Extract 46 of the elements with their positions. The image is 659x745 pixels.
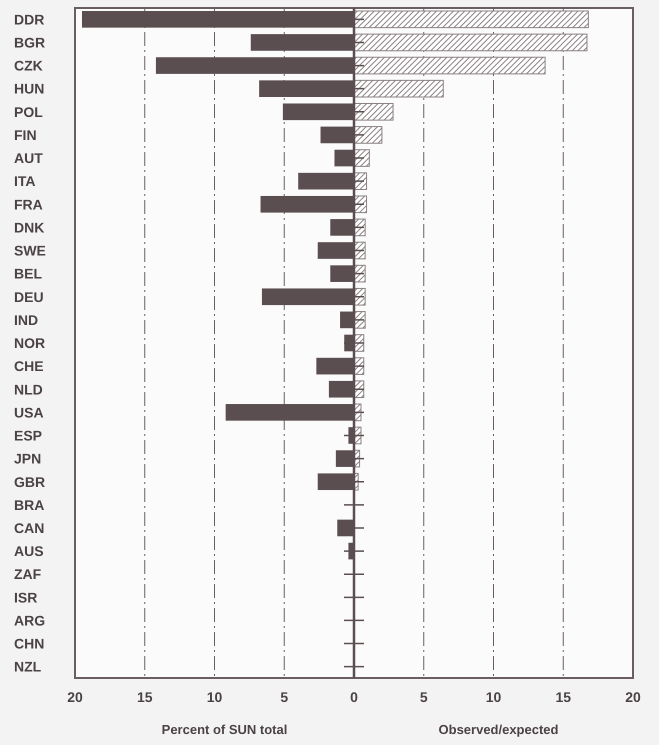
y-tick-label: SWE [14, 242, 46, 259]
y-tick-label: FIN [14, 126, 37, 143]
y-tick-label: CAN [14, 520, 44, 536]
y-tick-label: ESP [14, 428, 42, 444]
y-tick-label: ISR [14, 589, 38, 606]
y-tick-label: JPN [14, 450, 42, 467]
x-axis-title: Percent of SUN total [162, 722, 288, 737]
y-tick-label: ITA [14, 173, 36, 190]
x-tick-label: 5 [420, 689, 428, 705]
y-tick-label: NLD [14, 381, 43, 398]
y-tick-label: AUS [14, 543, 44, 560]
x-tick-label: 0 [350, 689, 358, 705]
y-tick-label: CZK [14, 58, 43, 74]
y-tick-label: ARG [14, 612, 46, 628]
x-tick-label: 5 [280, 689, 288, 705]
y-tick-label: NZL [14, 658, 42, 675]
x-tick-label: 20 [67, 689, 83, 705]
y-tick-label: BGR [14, 34, 46, 50]
x-tick-label: 10 [486, 689, 502, 705]
bar [354, 80, 444, 98]
y-tick-label: IND [14, 312, 38, 328]
y-tick-label: FRA [14, 196, 43, 212]
x-tick-label: 15 [136, 689, 153, 705]
y-tick-label: AUT [14, 150, 44, 166]
y-tick-label: DEU [14, 288, 44, 305]
y-tick-label: ZAF [14, 566, 42, 582]
y-tick-label: USA [14, 404, 44, 420]
y-tick-label: CHN [14, 636, 44, 652]
y-tick-label: NOR [14, 335, 46, 352]
bar [354, 10, 589, 28]
y-tick-label: CHE [14, 358, 44, 374]
x-tick-label: 10 [206, 689, 222, 705]
bar [354, 126, 382, 144]
y-tick-label: HUN [14, 80, 44, 97]
y-tick-label: BEL [14, 266, 42, 282]
y-tick-label: DNK [14, 219, 44, 236]
y-tick-label: DDR [14, 11, 44, 28]
y-tick-label: BRA [14, 496, 44, 513]
bar [354, 34, 588, 52]
y-tick-label: POL [14, 104, 44, 120]
text: Observed/expected [438, 722, 559, 737]
bar [354, 56, 546, 74]
bar [354, 102, 394, 121]
x-tick-label: 20 [625, 689, 641, 705]
x-tick-label: 15 [555, 689, 572, 705]
y-tick-label: GBR [14, 474, 46, 490]
